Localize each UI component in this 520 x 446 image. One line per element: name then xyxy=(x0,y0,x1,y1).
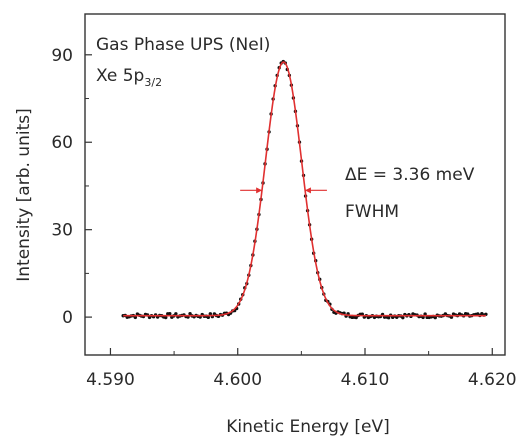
y-tick-label: 30 xyxy=(51,221,73,241)
data-point xyxy=(164,315,168,320)
fwhm-label: FWHM xyxy=(345,202,399,222)
data-point xyxy=(386,315,391,320)
y-tick-label: 60 xyxy=(51,133,73,153)
title-line-2-subscript: 3/2 xyxy=(144,76,162,89)
x-tick-label: 4.610 xyxy=(341,370,390,390)
x-tick-label: 4.600 xyxy=(213,370,262,390)
data-point xyxy=(168,312,172,316)
data-point xyxy=(133,315,138,320)
x-axis-label: Kinetic Energy [eV] xyxy=(226,417,390,437)
data-point xyxy=(174,312,178,316)
y-tick-label: 90 xyxy=(51,46,73,66)
data-point xyxy=(421,315,425,320)
data-point xyxy=(208,312,213,316)
fwhm-delta-label: ΔE = 3.36 meV xyxy=(345,165,475,185)
tick-labels: 4.590 4.600 4.610 4.620 0 30 60 90 xyxy=(51,46,516,390)
title-line-1: Gas Phase UPS (NeI) xyxy=(96,35,270,55)
data-point xyxy=(188,311,192,316)
fwhm-marker xyxy=(240,187,327,194)
x-tick-label: 4.590 xyxy=(86,370,135,390)
fwhm-right-arrowhead xyxy=(304,187,311,194)
title-line-2-main: Xe 5p xyxy=(96,66,144,86)
data-point xyxy=(401,315,405,320)
y-axis-label: Intensity [arb. units] xyxy=(14,108,34,281)
axis-ticks xyxy=(85,54,493,355)
data-point xyxy=(206,315,210,320)
fit-line xyxy=(123,61,486,317)
fwhm-left-arrowhead xyxy=(256,187,263,194)
title-line-2: Xe 5p3/2 xyxy=(96,66,162,89)
y-tick-label: 0 xyxy=(62,308,73,328)
data-point xyxy=(433,315,437,320)
x-tick-label: 4.620 xyxy=(468,370,517,390)
plot-frame xyxy=(84,13,506,356)
